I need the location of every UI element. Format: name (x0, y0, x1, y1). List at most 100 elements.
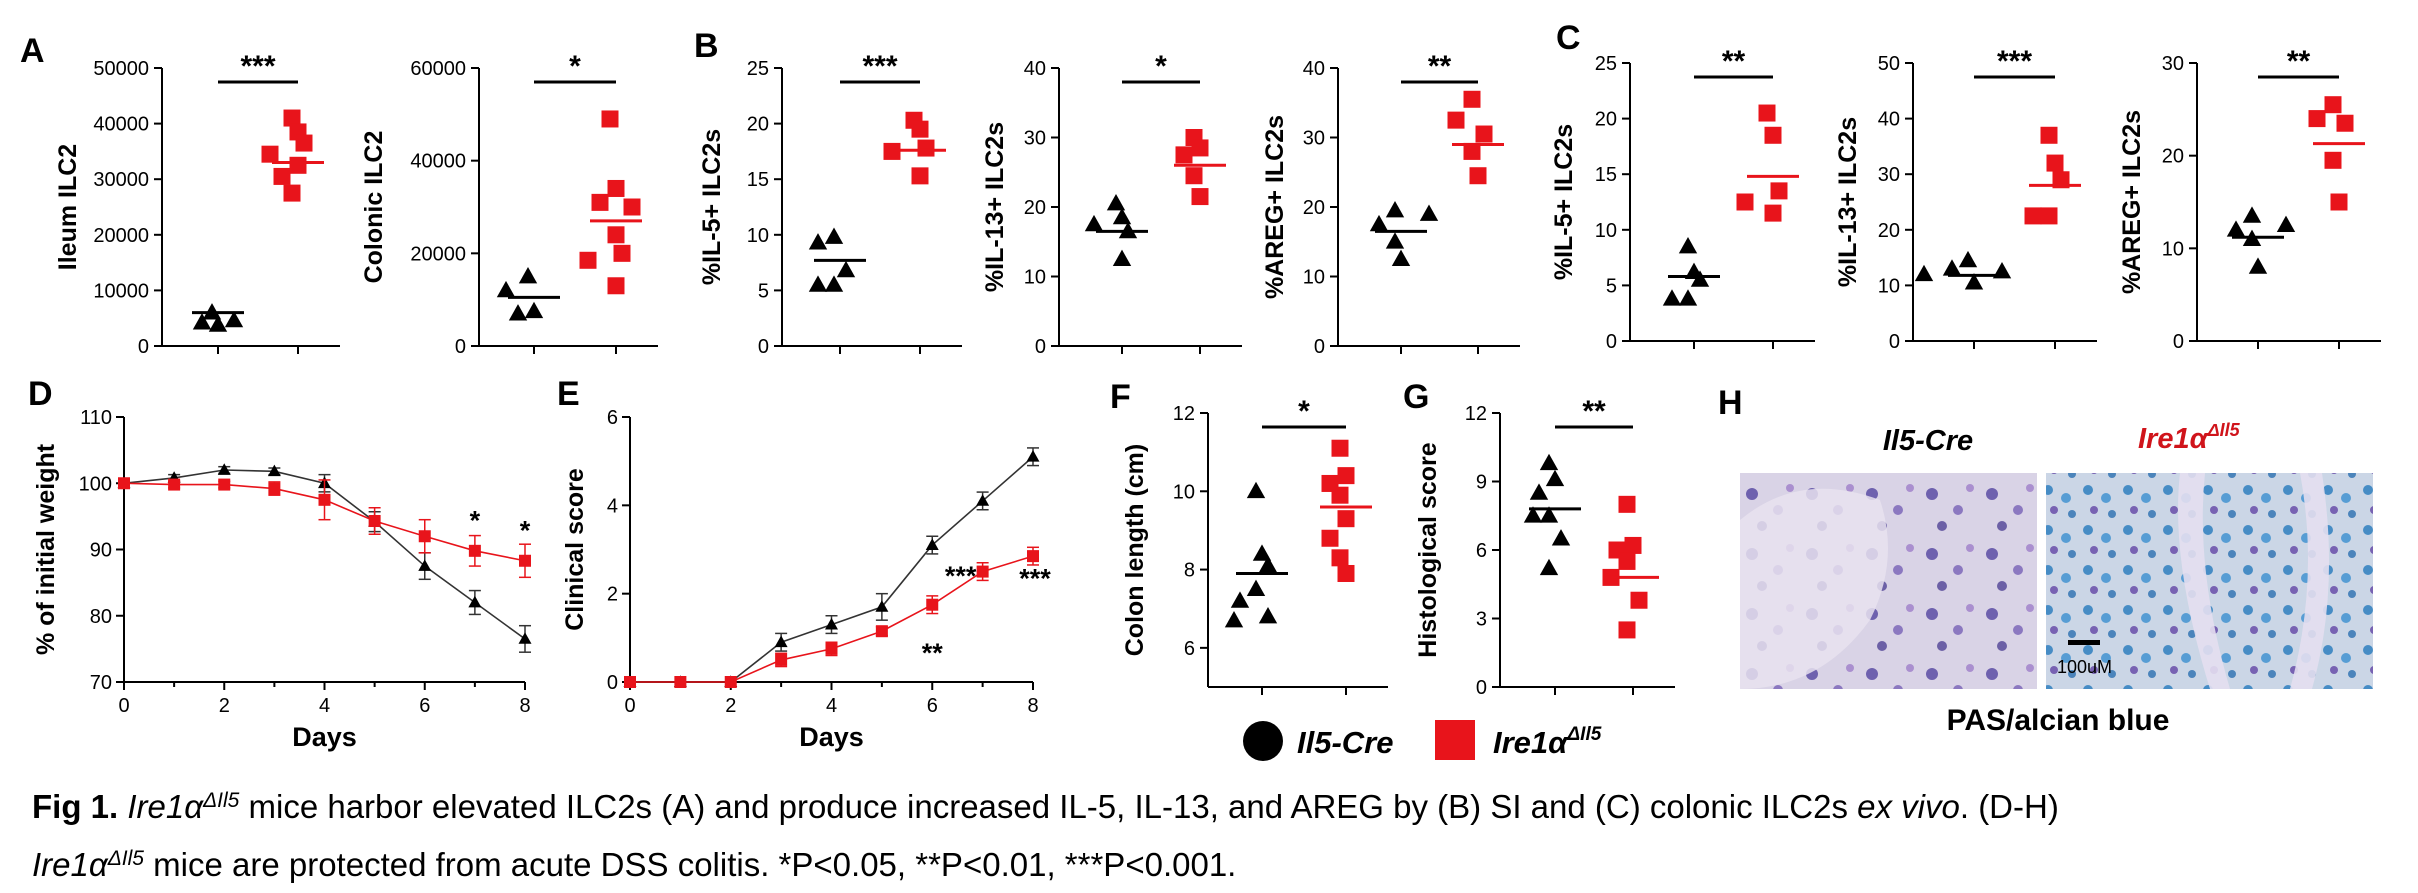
data-point-control (418, 559, 432, 571)
data-point-control (1678, 289, 1698, 306)
data-point-ko (1191, 139, 1209, 157)
data-point-ko (1447, 111, 1465, 129)
data-point-ko (613, 244, 631, 262)
y-tick-label: 40000 (410, 151, 466, 173)
data-point-control (208, 315, 228, 332)
significance-label: * (470, 506, 481, 536)
y-tick-label: 0 (1314, 336, 1325, 358)
data-point-control (1551, 529, 1571, 546)
y-tick-label: 12 (1465, 403, 1487, 425)
y-tick-label: 20 (747, 114, 769, 136)
data-point-control (1084, 214, 1104, 232)
data-point-ko (118, 477, 130, 490)
data-point-ko (1630, 591, 1648, 609)
y-axis-label: Clinical score (561, 468, 589, 631)
data-point-control (518, 267, 538, 284)
data-point-control (1385, 200, 1405, 218)
panel-label-E: E (557, 375, 580, 413)
data-point-ko (1337, 510, 1355, 528)
y-tick-label: 12 (1173, 403, 1195, 425)
y-axis-label: Colon length (cm) (1121, 444, 1149, 656)
x-tick-label: 0 (624, 695, 635, 717)
y-tick-label: 6 (1476, 540, 1487, 562)
chart-B2: 0 10 20 30 40 %IL-13+ ILC2s * (981, 50, 1242, 358)
significance-label: ** (2287, 45, 2311, 78)
histology-stain-label: PAS/alcian blue (1947, 704, 2170, 737)
x-tick-label: 6 (419, 695, 430, 717)
y-tick-label: 100 (79, 473, 112, 495)
data-point-control (1529, 483, 1549, 500)
legend: Il5-Cre Ire1αΔIl5 (1243, 720, 1602, 761)
y-tick-label: 10 (1024, 267, 1046, 289)
data-point-ko (2336, 114, 2354, 132)
data-point-ko (2040, 207, 2058, 225)
data-point-ko (1469, 167, 1487, 185)
data-point-control (518, 632, 532, 644)
y-tick-label: 10 (1303, 267, 1325, 289)
data-point-control (2276, 215, 2296, 233)
data-point-control (192, 313, 212, 330)
chart-C2: 0 10 20 30 40 50 %IL-13+ ILC2s *** (1834, 45, 2097, 353)
data-point-ko (674, 676, 687, 688)
data-point-ko (724, 676, 737, 688)
data-point-control (2226, 220, 2246, 237)
x-tick-label: 8 (519, 695, 530, 717)
data-point-ko (519, 554, 531, 567)
y-tick-label: 80 (90, 606, 112, 628)
chart-G: 0 3 6 9 12 G Histological score ** (1403, 378, 1675, 699)
x-axis-label: Days (292, 722, 357, 752)
data-point-control (824, 275, 844, 292)
data-point-control (1942, 259, 1962, 276)
caption-fig-label: Fig 1. (32, 788, 119, 825)
data-point-ko (926, 598, 939, 611)
data-point-ko (1463, 90, 1481, 108)
data-point-control (224, 310, 244, 328)
data-point-ko (2308, 110, 2326, 128)
y-tick-label: 6 (607, 407, 618, 429)
data-point-ko (268, 482, 281, 495)
y-tick-label: 0 (1476, 677, 1487, 699)
data-point-ko (289, 156, 307, 174)
data-point-control (1369, 214, 1389, 232)
data-point-ko (1475, 125, 1493, 143)
data-point-control (1523, 506, 1543, 523)
significance-label: * (520, 516, 531, 546)
data-point-control (808, 233, 828, 250)
y-axis-label: %IL-5+ ILC2s (1550, 124, 1578, 280)
y-tick-label: 8 (1184, 560, 1195, 582)
y-tick-label: 40 (1878, 109, 1900, 131)
data-point-ko (1618, 552, 1636, 570)
data-point-control (1224, 610, 1244, 628)
data-point-ko (1624, 536, 1642, 554)
data-point-ko (607, 179, 625, 197)
y-tick-label: 20000 (410, 243, 466, 265)
data-point-control (524, 301, 544, 319)
y-tick-label: 30 (1024, 128, 1046, 150)
data-point-control (1690, 270, 1710, 287)
chart-B1: 0 5 10 15 20 25 B %IL-5+ ILC2s *** (694, 27, 962, 358)
y-tick-label: 40 (1303, 58, 1325, 80)
legend-ko-label: Ire1αΔIl5 (1493, 724, 1602, 760)
data-point-control (2242, 206, 2262, 223)
y-axis-label: %IL-13+ ILC2s (1834, 117, 1862, 287)
significance-label: *** (862, 50, 897, 83)
data-point-ko (1463, 142, 1481, 160)
y-tick-label: 60000 (410, 58, 466, 80)
y-tick-label: 0 (1606, 331, 1617, 353)
y-tick-label: 10 (2162, 238, 2184, 260)
data-point-control (1246, 579, 1266, 597)
x-tick-label: 2 (219, 695, 230, 717)
data-point-ko (1175, 146, 1193, 164)
data-point-ko (1331, 486, 1349, 504)
data-point-ko (1321, 529, 1339, 547)
data-point-control (508, 304, 528, 321)
y-tick-label: 50000 (93, 58, 149, 80)
y-axis-label: %AREG+ ILC2s (2118, 110, 2146, 294)
y-tick-label: 0 (607, 672, 618, 694)
y-tick-label: 0 (1035, 336, 1046, 358)
data-point-control (1958, 250, 1978, 268)
significance-label: ** (1582, 395, 1606, 428)
significance-label: * (1155, 50, 1167, 83)
